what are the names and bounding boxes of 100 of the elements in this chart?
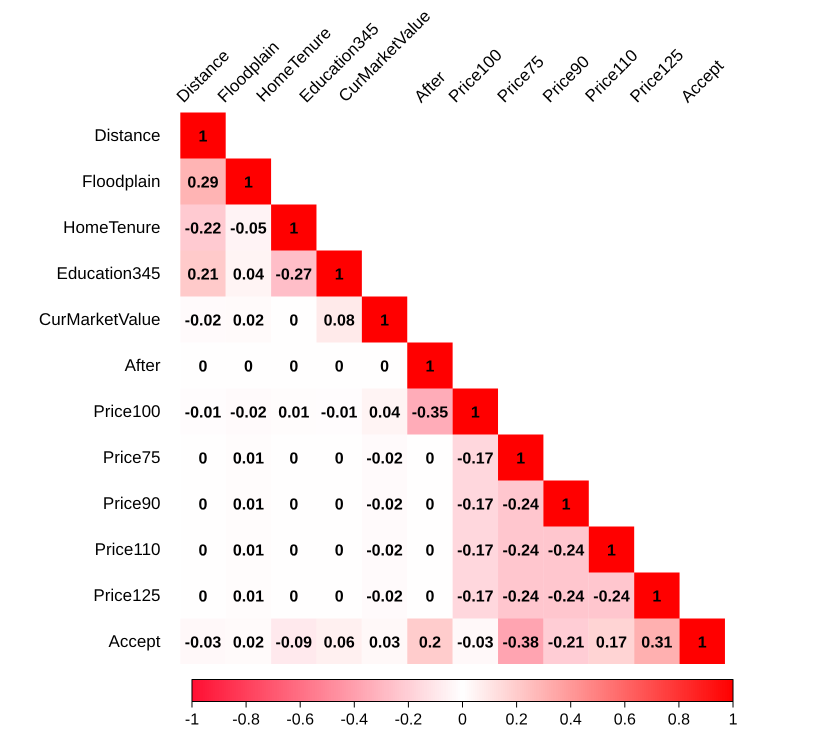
data-label: 0.01	[278, 404, 310, 422]
data-label: -0.02	[230, 404, 267, 422]
data-label: 1	[198, 128, 208, 146]
y-tick-label: Price90	[102, 494, 160, 513]
y-tick-label: After	[124, 356, 161, 375]
color-bar-label: 0.8	[668, 712, 690, 728]
y-tick-label: Floodplain	[82, 172, 161, 191]
data-label: -0.17	[457, 588, 494, 606]
data-label: -0.02	[366, 542, 403, 560]
y-tick-label: Price125	[93, 586, 161, 605]
color-bar-label: -1	[184, 712, 200, 728]
data-label: -0.17	[457, 450, 494, 468]
data-label: 0.01	[232, 542, 264, 560]
data-label: 0	[198, 450, 208, 468]
data-label: 0	[334, 496, 344, 514]
data-label: -0.38	[502, 634, 540, 652]
data-label: 1	[334, 266, 344, 284]
data-label: 0.04	[368, 404, 400, 422]
data-label: 0	[198, 496, 208, 514]
data-label: 0	[334, 542, 344, 560]
data-label: 1	[380, 312, 390, 330]
data-label: 0	[334, 450, 344, 468]
y-tick-label: Price110	[94, 540, 161, 559]
data-label: -0.24	[502, 496, 540, 514]
data-label: 0	[425, 450, 434, 468]
data-label: 0	[198, 542, 208, 560]
y-tick-label: Distance	[94, 126, 160, 145]
data-label: 0	[289, 450, 298, 468]
data-label: 0	[425, 496, 434, 514]
data-label: 0	[380, 358, 390, 376]
data-label: 1	[652, 588, 662, 606]
data-label: 0.01	[232, 496, 264, 514]
data-label: 0.29	[187, 174, 219, 192]
data-label: -0.17	[457, 542, 494, 560]
data-label: 0	[289, 358, 298, 376]
data-label: -0.05	[230, 220, 267, 238]
data-label: -0.22	[184, 220, 222, 238]
data-label: 1	[698, 634, 707, 652]
data-label: -0.01	[320, 404, 358, 422]
data-label: 1	[244, 174, 253, 192]
y-tick-label: CurMarketValue	[38, 310, 161, 329]
data-label: 1	[289, 220, 298, 238]
data-label: -0.35	[412, 404, 448, 422]
data-label: 1	[516, 450, 526, 468]
data-label: 0.02	[232, 312, 264, 330]
data-label: 0.17	[596, 634, 628, 652]
data-label: 0	[198, 588, 208, 606]
y-tick-label: Price100	[93, 402, 161, 421]
data-label: 0.06	[324, 634, 355, 652]
color-bar-label: 0.2	[505, 712, 528, 728]
data-label: 0	[244, 358, 253, 376]
data-label: -0.24	[593, 588, 630, 606]
data-label: -0.24	[548, 542, 584, 560]
data-label: 0.2	[418, 634, 442, 652]
data-label: -0.03	[184, 634, 222, 652]
data-label: 0.03	[368, 634, 400, 652]
data-label: 1	[562, 496, 571, 514]
color-bar-label: 0.6	[614, 712, 636, 728]
data-label: 0.08	[324, 312, 355, 330]
data-label: 0	[289, 312, 298, 330]
data-label: 0	[425, 588, 434, 606]
data-label: 0.02	[232, 634, 264, 652]
data-label: -0.24	[548, 588, 584, 606]
data-label: -0.24	[502, 542, 540, 560]
data-label: -0.03	[457, 634, 494, 652]
y-tick-label: HomeTenure	[63, 218, 160, 237]
data-label: -0.02	[184, 312, 222, 330]
data-label: 0	[425, 542, 434, 560]
color-bar-label: -0.8	[232, 712, 260, 728]
data-label: 1	[425, 358, 434, 376]
data-label: -0.21	[548, 634, 584, 652]
data-label: 0.01	[232, 588, 264, 606]
data-label: -0.02	[366, 496, 403, 514]
data-label: -0.17	[457, 496, 494, 514]
y-tick-label: Price75	[102, 448, 160, 467]
data-label: -0.01	[184, 404, 222, 422]
data-label: -0.09	[276, 634, 312, 652]
data-label: 0	[289, 496, 298, 514]
data-label: 0	[334, 588, 344, 606]
data-label: 0	[289, 588, 298, 606]
data-label: -0.02	[366, 450, 403, 468]
y-tick-label: Education345	[56, 264, 161, 283]
data-label: 0	[334, 358, 344, 376]
data-label: 0.21	[187, 266, 219, 284]
data-label: -0.27	[276, 266, 312, 284]
data-label: -0.24	[502, 588, 540, 606]
color-bar-label: -0.4	[340, 712, 368, 728]
data-label: 0.04	[232, 266, 264, 284]
color-bar-label: 1	[728, 712, 738, 728]
data-label: 0.01	[232, 450, 264, 468]
color-bar-label: -0.6	[286, 712, 314, 728]
data-label: 1	[470, 404, 480, 422]
color-bar-label: 0.4	[560, 712, 582, 728]
data-label: 0	[289, 542, 298, 560]
data-label: -0.02	[366, 588, 403, 606]
data-label: 0	[198, 358, 208, 376]
y-tick-label: Accept	[108, 632, 161, 651]
color-bar-label: -0.2	[394, 712, 422, 728]
color-bar-label: 0	[458, 712, 468, 728]
data-label: 1	[607, 542, 616, 560]
